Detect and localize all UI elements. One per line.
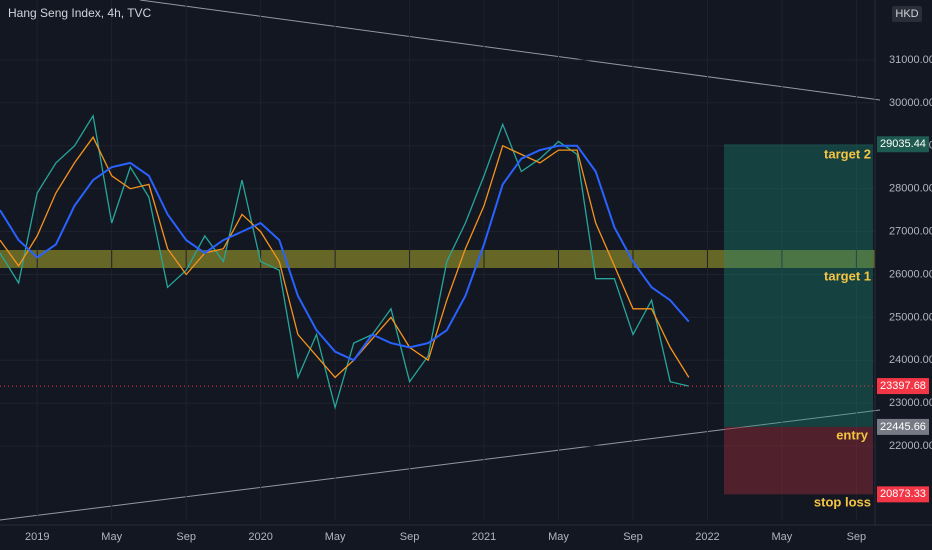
upper-trendline <box>139 0 881 101</box>
y-tick-label: 31000.00 <box>889 54 932 66</box>
price-tag <box>877 378 929 395</box>
x-tick-label: May <box>772 531 793 543</box>
price-tag <box>877 486 929 503</box>
x-tick-label: Sep <box>176 531 196 543</box>
y-tick-label: 30000.00 <box>889 97 932 109</box>
x-tick-label: Sep <box>847 531 867 543</box>
x-tick-label: 2019 <box>25 531 49 543</box>
chart-title: Hang Seng Index, 4h, TVC <box>8 6 152 20</box>
y-tick-label: 23000.00 <box>889 397 932 409</box>
x-tick-label: 2020 <box>248 531 272 543</box>
price-tag <box>877 136 929 153</box>
x-tick-label: Sep <box>400 531 420 543</box>
price-tag-label: 20873.33 <box>880 488 926 500</box>
price-tag <box>877 418 929 435</box>
y-tick-label: 28000.00 <box>889 183 932 195</box>
x-tick-label: 2022 <box>695 531 719 543</box>
currency-badge[interactable] <box>892 6 922 22</box>
y-tick-label: 27000.00 <box>889 225 932 237</box>
price-line <box>0 144 690 362</box>
annotation: target 1 <box>824 268 871 283</box>
y-tick-label: 22000.00 <box>889 440 932 452</box>
price-line <box>0 114 689 410</box>
price-line <box>0 135 690 379</box>
profit-zone <box>724 144 873 427</box>
plot <box>0 0 875 520</box>
x-tick-label: May <box>101 531 122 543</box>
x-tick-label: 2021 <box>472 531 496 543</box>
annotation: target 2 <box>824 146 871 161</box>
annotation: entry <box>836 427 869 442</box>
x-tick-label: May <box>325 531 346 543</box>
x-tick-label: May <box>548 531 569 543</box>
currency-label[interactable]: HKD <box>895 8 918 20</box>
y-tick-label: 24000.00 <box>889 354 932 366</box>
y-tick-label: 26000.00 <box>889 268 932 280</box>
annotation: stop loss <box>814 494 871 509</box>
price-tag-label: 22445.66 <box>880 421 926 433</box>
y-tick-label: 25000.00 <box>889 311 932 323</box>
price-tag-label: 23397.68 <box>880 380 926 392</box>
x-tick-label: Sep <box>623 531 643 543</box>
price-tag-label: 29035.44 <box>880 138 926 150</box>
loss-zone <box>724 426 873 495</box>
